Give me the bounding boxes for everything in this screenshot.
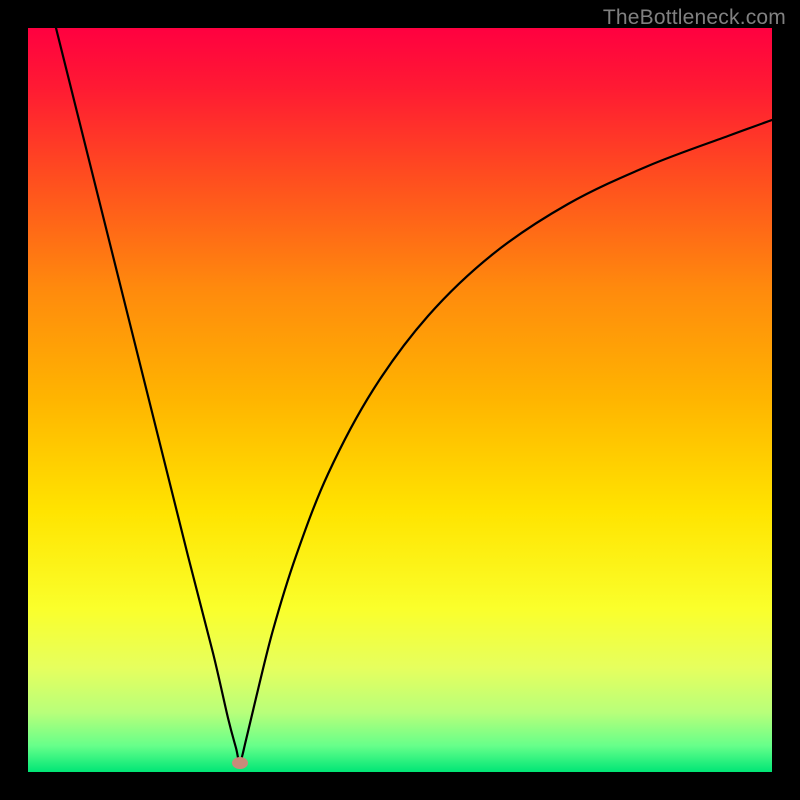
optimal-point-marker (232, 757, 248, 769)
chart-frame: TheBottleneck.com (0, 0, 800, 800)
plot-background (28, 28, 772, 772)
plot-svg (28, 28, 772, 772)
watermark-text: TheBottleneck.com (603, 6, 786, 30)
plot-area (28, 28, 772, 772)
